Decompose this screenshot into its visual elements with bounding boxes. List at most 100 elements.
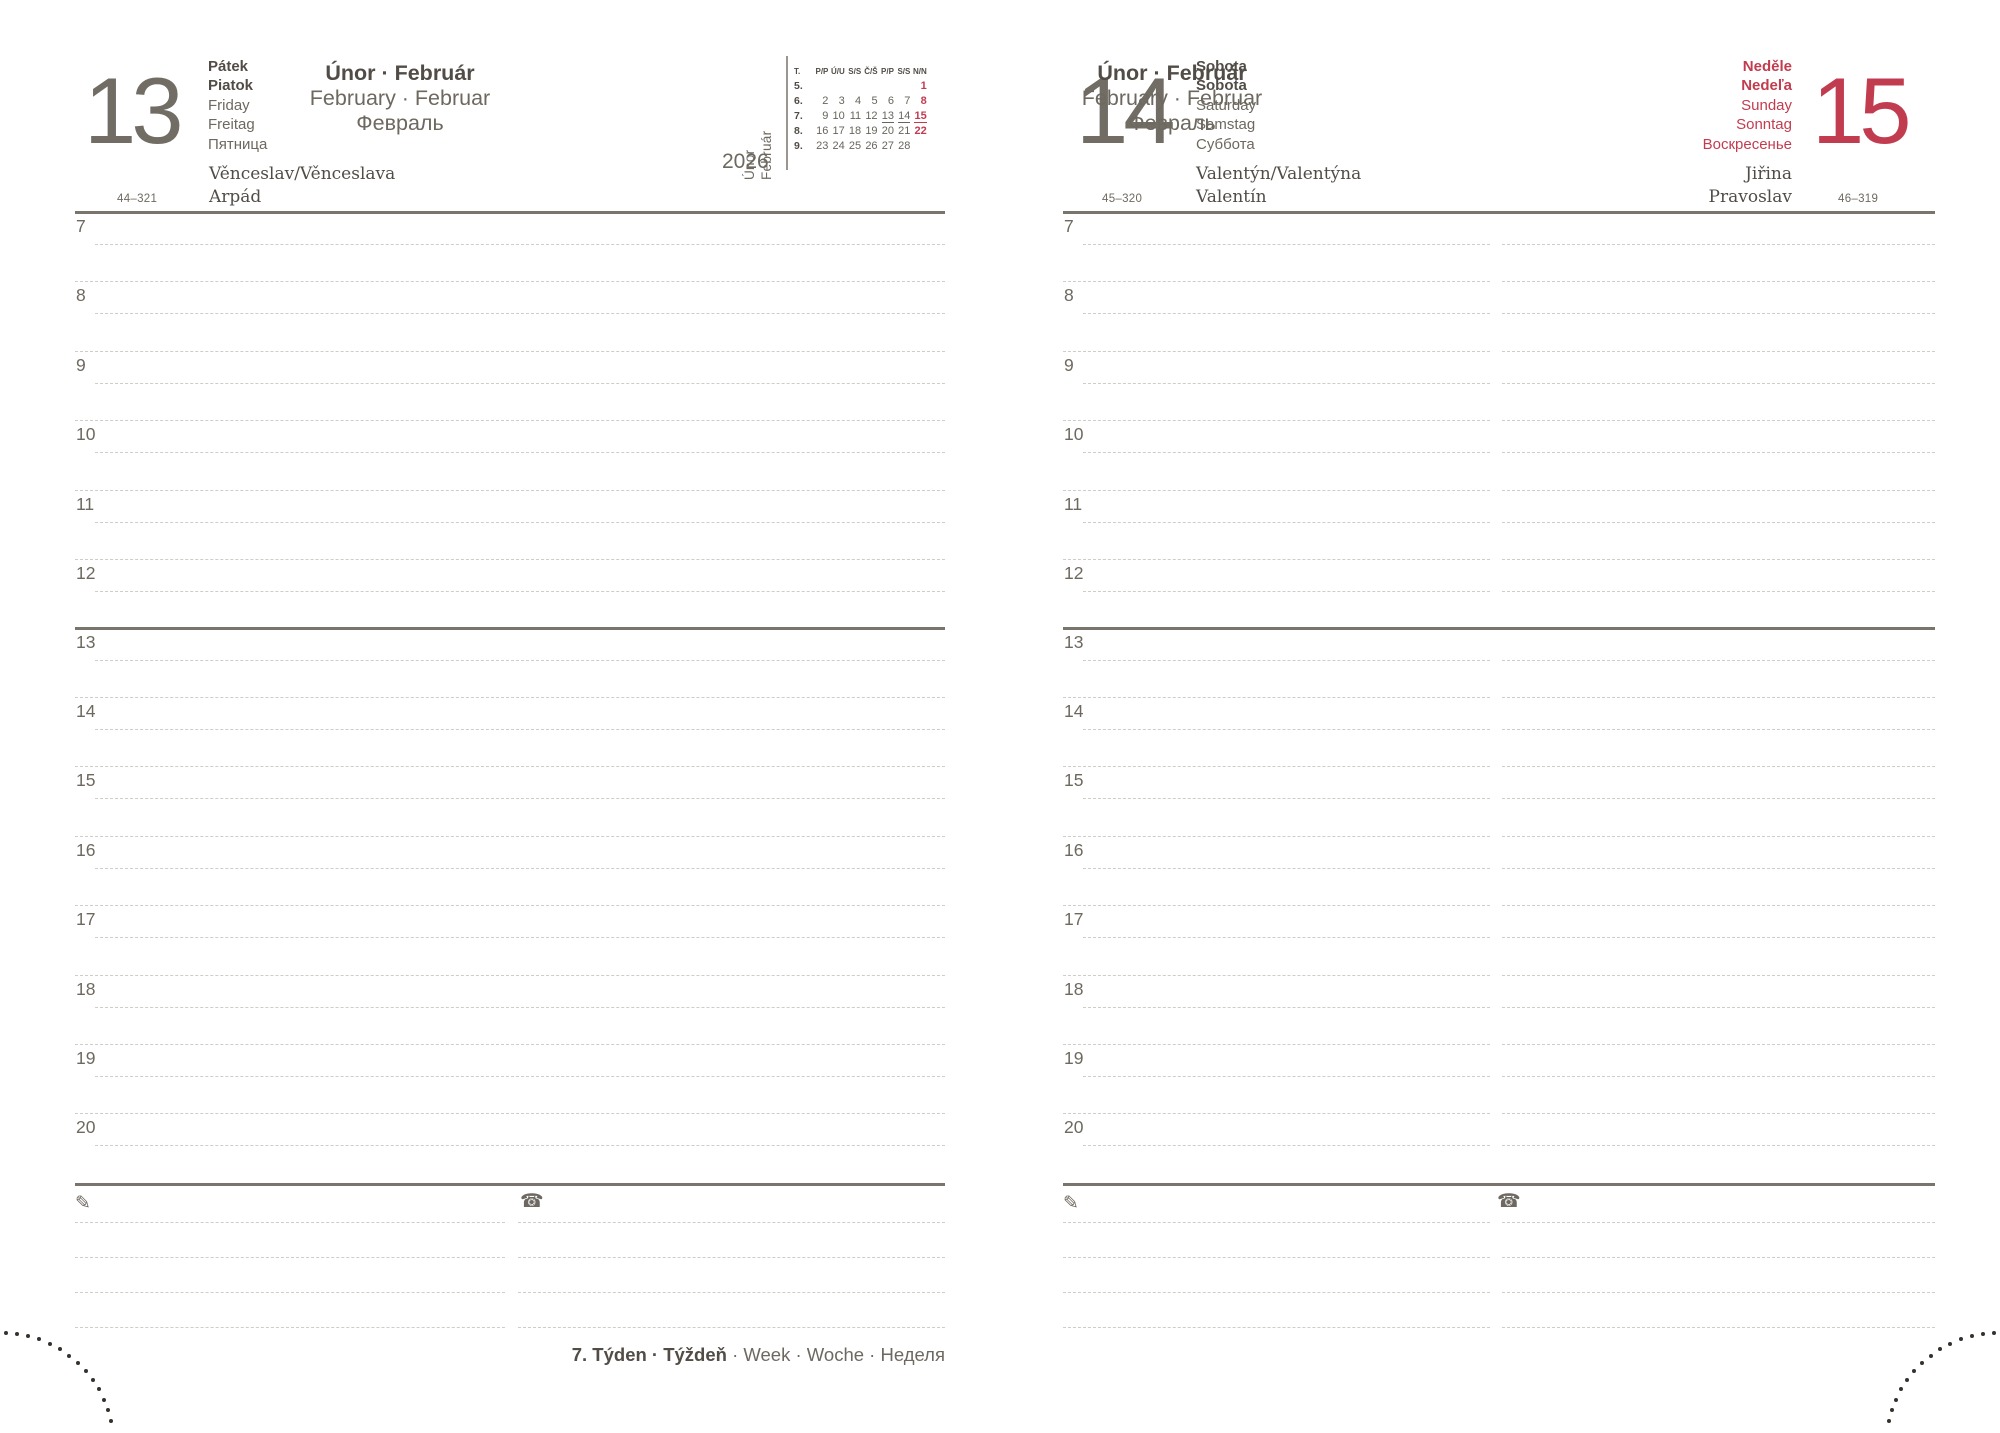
- half-hour-line: [95, 798, 945, 800]
- week-number-footer: 7. Týden · Týždeň · Week · Woche · Недел…: [400, 1344, 945, 1366]
- month-name-ru: Февраль: [356, 111, 444, 135]
- mini-calendar-header-cell: P/P: [881, 66, 894, 76]
- mini-calendar-day: 20: [881, 125, 894, 137]
- right-month-header: Únor · Február February · Februar Феврал…: [1022, 61, 1322, 136]
- mini-calendar-day: 7: [904, 95, 911, 107]
- hour-label: 20: [1064, 1117, 1084, 1138]
- corner-dot-right: [1912, 1368, 1917, 1373]
- hour-row-14: 14: [75, 698, 945, 768]
- half-hour-line: [95, 591, 945, 593]
- phone-icon: ☎: [520, 1190, 544, 1212]
- hour-row-8: 8: [1063, 282, 1490, 352]
- mini-calendar-day: 14: [898, 110, 911, 123]
- mini-calendar-day: 1: [920, 80, 927, 92]
- half-hour-line: [1083, 1006, 1490, 1008]
- week-number-cz-sk: 7. Týden · Týždeň: [571, 1344, 727, 1365]
- half-hour-line: [1502, 382, 1935, 384]
- half-hour-line: [1083, 313, 1490, 315]
- mini-calendar-divider: [786, 56, 788, 170]
- corner-dot-left: [108, 1419, 113, 1424]
- mini-calendar-day-cell: 2: [812, 94, 828, 109]
- half-hour-line: [1502, 1006, 1935, 1008]
- hour-label: 17: [76, 909, 96, 930]
- half-hour-line: [1502, 1145, 1935, 1147]
- half-hour-line: [1083, 591, 1490, 593]
- mini-calendar-day: 18: [848, 125, 862, 137]
- hour-row-13: 13: [75, 629, 945, 698]
- hour-label: 11: [1064, 493, 1083, 514]
- hour-label: 12: [76, 563, 96, 584]
- hour-row-14: 14: [1063, 698, 1490, 768]
- hour-row-17: 17: [75, 906, 945, 976]
- mini-calendar-header-cell: Č/Š: [864, 66, 878, 76]
- hour-row-20: 20: [75, 1114, 945, 1182]
- notes-line: [1063, 1222, 1490, 1223]
- month-name-en-de: February · Februar: [1081, 86, 1263, 110]
- mini-calendar-week-label: 7.: [794, 110, 803, 123]
- mini-calendar-day-cell: 20: [878, 124, 894, 139]
- mini-calendar-day: 12: [865, 110, 878, 122]
- hour-row-19: 19: [75, 1045, 945, 1115]
- half-hour-line: [1083, 382, 1490, 384]
- half-hour-line: [1083, 659, 1490, 661]
- notes-line: [1063, 1327, 1490, 1328]
- left-day-number: 13: [84, 58, 184, 163]
- left-month-header: Únor · Február February · Februar Феврал…: [250, 61, 550, 136]
- hour-row-12: 12: [1063, 560, 1490, 628]
- half-hour-line: [95, 244, 945, 245]
- mini-calendar-day-cell: 17: [828, 124, 845, 139]
- corner-dot-right: [1899, 1387, 1904, 1392]
- half-hour-line: [95, 452, 945, 454]
- mini-calendar-day: 28: [898, 140, 911, 152]
- hour-row-10: 10: [1063, 421, 1490, 491]
- sunday-day-names: Neděle Nedeľa Sunday Sonntag Воскресенье: [1598, 57, 1792, 154]
- week-number-en-de-ru: · Week · Woche · Неделя: [732, 1344, 945, 1365]
- corner-dot-right: [1905, 1377, 1910, 1382]
- hour-row-7: [1502, 213, 1935, 283]
- hour-row-11: [1502, 491, 1935, 561]
- hour-label: 20: [76, 1117, 96, 1138]
- hour-row-13: 13: [1063, 629, 1490, 698]
- hour-label: 13: [76, 631, 96, 652]
- right-name-days: Valentýn/Valentýna Valentín: [1196, 163, 1361, 208]
- half-hour-line: [95, 1006, 945, 1008]
- left-hour-grid: 7 8 9 10 11 12 13 14 15 16 17 18 19 20: [75, 213, 945, 1183]
- mini-calendar-week-row: 6. 2 3 4 5 6 7 8: [794, 94, 927, 109]
- mini-calendar-day-cell: 28: [894, 139, 910, 154]
- mini-calendar-day: 10: [832, 110, 845, 122]
- hour-row-17: [1502, 906, 1935, 976]
- mini-calendar-day-cell: 5: [861, 94, 877, 109]
- notes-line: [518, 1257, 945, 1258]
- notes-line: [75, 1222, 505, 1223]
- hour-label: 8: [1064, 285, 1074, 306]
- hour-label: 11: [76, 493, 95, 514]
- hour-label: 10: [76, 424, 96, 445]
- mini-calendar-day-cell: 23: [812, 139, 828, 154]
- mini-calendar-week-row: 8. 16 17 18 19 20 21 22: [794, 124, 927, 139]
- hour-label: 19: [76, 1048, 96, 1069]
- mini-calendar-table: T. P/P Ú/U S/S Č/Š P/P S/S N/N 5. 1 6. 2 3 4 5 6 7 8 7. 9 10…: [794, 64, 927, 154]
- mini-calendar-day: 6: [887, 95, 894, 107]
- right-day-number: 14: [1076, 58, 1176, 163]
- right-week-code: 45–320: [1102, 193, 1143, 205]
- half-hour-line: [1083, 452, 1490, 454]
- notes-line: [518, 1292, 945, 1293]
- hour-row-11: 11: [1063, 491, 1490, 561]
- day-name-line: Sonntag: [1736, 116, 1792, 134]
- mini-calendar-day: 11: [849, 110, 862, 122]
- notes-line: [518, 1327, 945, 1328]
- mini-calendar-day-cell: 27: [878, 139, 894, 154]
- mini-calendar-day: 8: [920, 95, 927, 107]
- mini-calendar-day: 15: [914, 110, 927, 123]
- mini-calendar-day-cell: 8: [910, 94, 927, 109]
- mini-calendar-week-label: 6.: [794, 95, 803, 108]
- hour-row-19: 19: [1063, 1045, 1490, 1115]
- half-hour-line: [1083, 521, 1490, 523]
- mini-calendar-week-label: 5.: [794, 80, 803, 93]
- mini-calendar-day: 9: [822, 110, 829, 122]
- corner-dot-left: [90, 1377, 95, 1382]
- mini-calendar-day-cell: [910, 139, 926, 154]
- month-name-cz-sk: Únor · Február: [325, 61, 475, 85]
- hour-row-15: 15: [1063, 767, 1490, 837]
- day-name-line: Sunday: [1741, 96, 1792, 114]
